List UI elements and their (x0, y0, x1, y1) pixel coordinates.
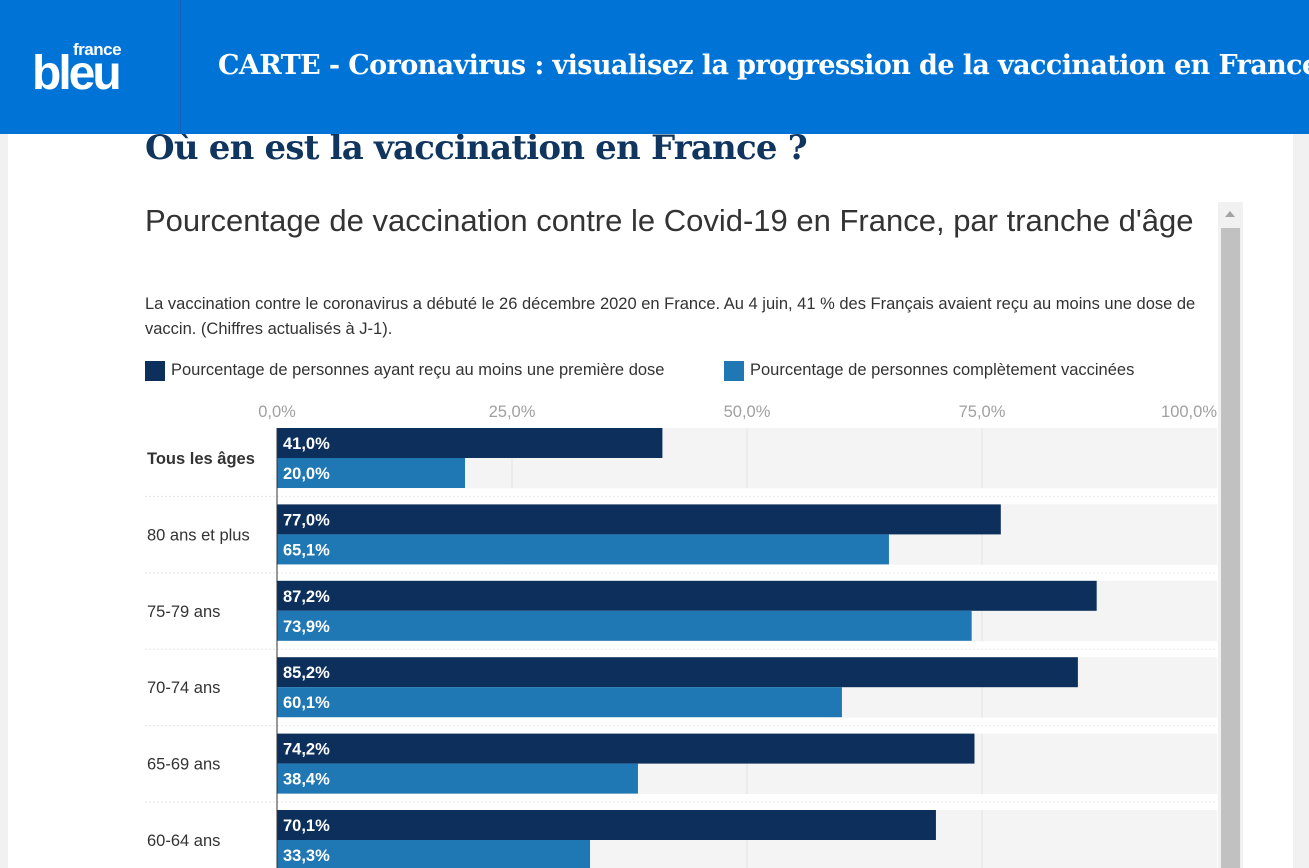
data-label-first-dose: 85,2% (283, 664, 330, 682)
data-label-first-dose: 74,2% (283, 741, 330, 759)
bar-fully-vaccinated (277, 610, 972, 641)
scrollbar-up-button[interactable] (1218, 202, 1243, 226)
x-tick-label: 50,0% (724, 403, 771, 421)
logo-text-bleu: bleu (32, 47, 122, 100)
data-label-fully-vaccinated: 38,4% (283, 771, 330, 789)
data-label-first-dose: 41,0% (283, 435, 330, 453)
article-title: CARTE - Coronavirus : visualisez la prog… (218, 50, 1309, 81)
legend-label-fully-vaccinated: Pourcentage de personnes complètement va… (750, 361, 1135, 379)
chart-title: Pourcentage de vaccination contre le Cov… (145, 203, 1194, 238)
bar-fully-vaccinated (277, 687, 842, 718)
data-label-fully-vaccinated: 60,1% (283, 694, 330, 712)
category-label: Tous les âges (147, 450, 255, 468)
data-label-fully-vaccinated: 20,0% (283, 465, 330, 483)
data-label-fully-vaccinated: 33,3% (283, 847, 330, 865)
category-label: 75-79 ans (147, 603, 220, 621)
bar-fully-vaccinated (277, 763, 638, 794)
category-label: 80 ans et plus (147, 526, 250, 544)
bar-first-dose (277, 580, 1097, 611)
bar-fully-vaccinated (277, 840, 591, 868)
x-tick-label: 0,0% (258, 403, 296, 421)
data-label-first-dose: 87,2% (283, 588, 330, 606)
chevron-up-icon (1225, 211, 1235, 217)
category-label: 60-64 ans (147, 832, 220, 850)
site-header: france bleu CARTE - Coronavirus : visual… (0, 0, 1309, 134)
category-label: 70-74 ans (147, 679, 220, 697)
france-bleu-logo[interactable]: france bleu (0, 0, 181, 134)
bar-chart: 0,0% 25,0% 50,0% 75,0% 100,0% 41,0% 20,0% Tous … (145, 403, 1217, 868)
data-label-fully-vaccinated: 65,1% (283, 541, 330, 559)
bar-fully-vaccinated (277, 534, 889, 565)
x-tick-label: 100,0% (1161, 403, 1217, 421)
bar-first-dose (277, 657, 1078, 688)
bar-first-dose (277, 504, 1001, 535)
bar-fully-vaccinated (277, 458, 465, 488)
bar-first-dose (277, 428, 663, 458)
data-label-first-dose: 70,1% (283, 817, 330, 835)
bar-first-dose (277, 810, 936, 840)
scrollbar-thumb[interactable] (1221, 228, 1240, 868)
data-label-first-dose: 77,0% (283, 511, 330, 529)
legend-swatch-first-dose (145, 361, 165, 381)
x-tick-label: 25,0% (489, 403, 536, 421)
legend-label-first-dose: Pourcentage de personnes ayant reçu au m… (171, 361, 665, 379)
bar-first-dose (277, 733, 975, 764)
section-title: Où en est la vaccination en France ? (145, 128, 808, 168)
legend-swatch-fully-vaccinated (724, 361, 744, 381)
x-tick-label: 75,0% (959, 403, 1006, 421)
logo-text-france: france (73, 40, 122, 59)
chart-description: La vaccination contre le coronavirus a d… (145, 295, 1196, 338)
data-label-fully-vaccinated: 73,9% (283, 618, 330, 636)
category-label: 65-69 ans (147, 756, 220, 774)
